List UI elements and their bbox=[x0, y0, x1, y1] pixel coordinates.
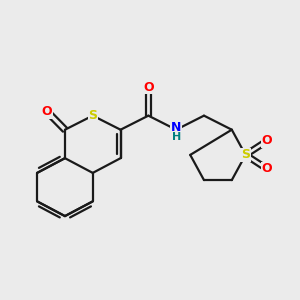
Text: N: N bbox=[171, 121, 181, 134]
Text: S: S bbox=[241, 148, 250, 161]
Text: O: O bbox=[42, 105, 52, 118]
Text: S: S bbox=[88, 109, 97, 122]
Text: O: O bbox=[262, 134, 272, 147]
Text: O: O bbox=[143, 81, 154, 94]
Text: H: H bbox=[172, 132, 181, 142]
Text: O: O bbox=[262, 163, 272, 176]
